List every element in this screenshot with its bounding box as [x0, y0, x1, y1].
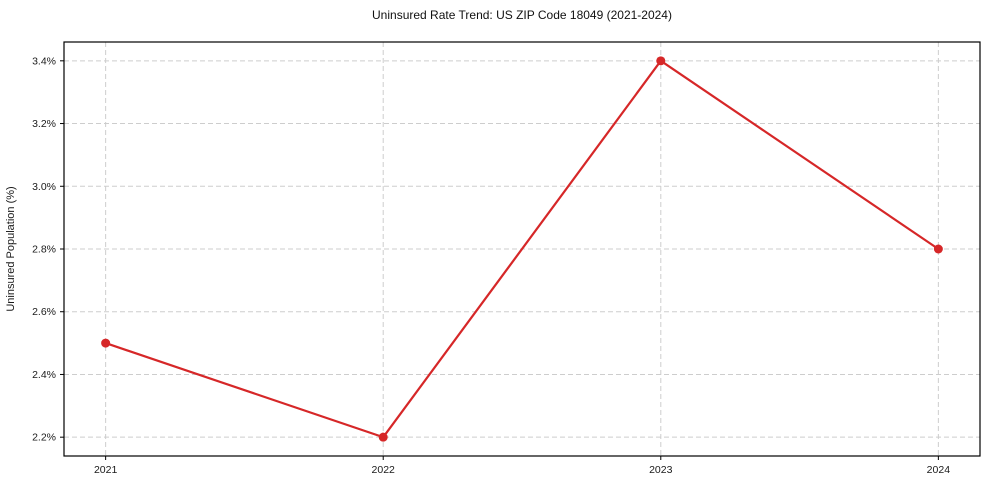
chart-title: Uninsured Rate Trend: US ZIP Code 18049 …	[372, 8, 672, 22]
y-tick-label: 2.2%	[32, 432, 56, 444]
data-point	[656, 56, 666, 66]
data-point	[378, 432, 388, 442]
y-tick-label: 3.4%	[32, 55, 56, 67]
x-tick-label: 2022	[372, 464, 396, 476]
x-tick-label: 2023	[649, 464, 673, 476]
y-tick-label: 3.2%	[32, 118, 56, 130]
grid-layer	[64, 42, 980, 456]
y-axis-title: Uninsured Population (%)	[5, 186, 17, 311]
trend-line	[104, 59, 940, 439]
x-tick-label: 2024	[927, 464, 951, 476]
data-series-layer	[101, 56, 943, 442]
axis-layer: 2.2% 2.4% 2.6% 2.8% 3.0% 3.2% 3.4% 2021 2022 2023…	[32, 55, 950, 476]
y-tick-label: 2.8%	[32, 244, 56, 256]
data-point	[101, 338, 111, 348]
y-tick-label: 3.0%	[32, 181, 56, 193]
data-point	[933, 244, 943, 254]
y-tick-label: 2.4%	[32, 369, 56, 381]
x-tick-label: 2021	[94, 464, 118, 476]
y-tick-label: 2.6%	[32, 306, 56, 318]
